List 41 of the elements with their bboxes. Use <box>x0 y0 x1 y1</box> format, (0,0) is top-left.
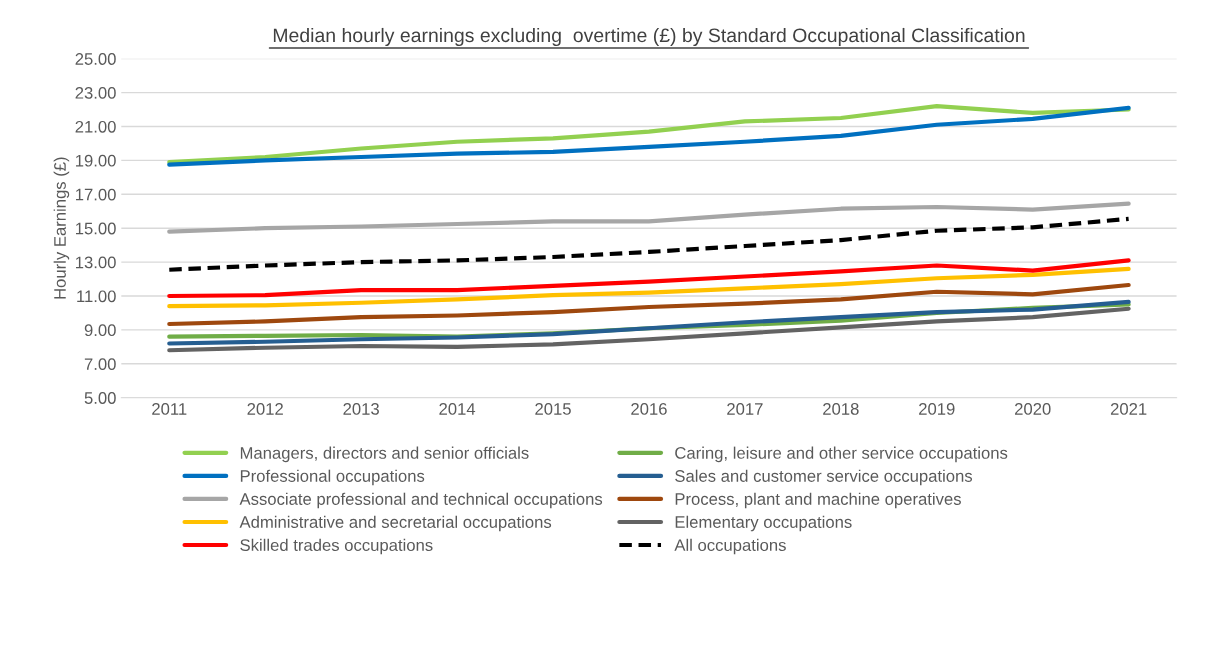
y-tick-label: 19.00 <box>76 154 116 167</box>
legend-label: Skilled trades occupations <box>240 538 433 555</box>
y-tick-label: 9.00 <box>84 324 116 337</box>
y-tick-label: 15.00 <box>76 222 116 235</box>
line-series <box>167 306 1131 353</box>
chart-title: Median hourly earnings excluding overtime (£) by Standard Occupational Classification <box>273 27 1025 47</box>
line-series <box>167 201 1131 234</box>
x-tick-label: 2015 <box>535 403 571 415</box>
x-tick-label: 2020 <box>1015 403 1051 415</box>
x-tick-label: 2017 <box>727 403 763 415</box>
x-tick-label: 2016 <box>631 403 667 415</box>
line-series <box>167 299 1131 346</box>
line-series <box>167 258 1131 299</box>
y-tick-label: 13.00 <box>76 256 116 269</box>
x-tick-label: 2011 <box>152 403 187 415</box>
legend-label: Elementary occupations <box>675 515 852 532</box>
y-tick-label: 17.00 <box>76 188 116 201</box>
y-tick-label: 25.00 <box>75 53 116 65</box>
legend-label: All occupations <box>674 538 786 555</box>
legend-label: Caring, leisure and other service occupations <box>675 446 1008 463</box>
x-tick-label: 2021 <box>1110 403 1147 415</box>
y-tick-label: 21.00 <box>75 120 116 133</box>
legend-label: Administrative and secretarial occupations <box>239 515 552 532</box>
line-series <box>167 282 1131 327</box>
legend-label: Associate professional and technical occupations <box>239 492 603 509</box>
x-tick-label: 2019 <box>919 403 955 415</box>
y-tick-label: 11.00 <box>77 290 116 303</box>
x-tick-label: 2014 <box>439 403 476 415</box>
y-tick-label: 5.00 <box>84 392 116 404</box>
legend-label: Process, plant and machine operatives <box>675 492 961 509</box>
legend-label: Managers, directors and senior officials <box>240 446 529 463</box>
y-axis-title: Hourly Earnings (£) <box>53 157 70 299</box>
legend-label: Sales and customer service occupations <box>675 469 973 486</box>
y-tick-label: 7.00 <box>84 358 116 371</box>
y-tick-label: 23.00 <box>75 86 116 99</box>
line-series <box>167 266 1131 309</box>
legend-label: Professional occupations <box>240 469 425 486</box>
x-tick-label: 2013 <box>343 403 379 415</box>
x-tick-label: 2012 <box>247 403 283 415</box>
x-tick-label: 2018 <box>823 403 859 415</box>
line-series <box>167 216 1131 272</box>
